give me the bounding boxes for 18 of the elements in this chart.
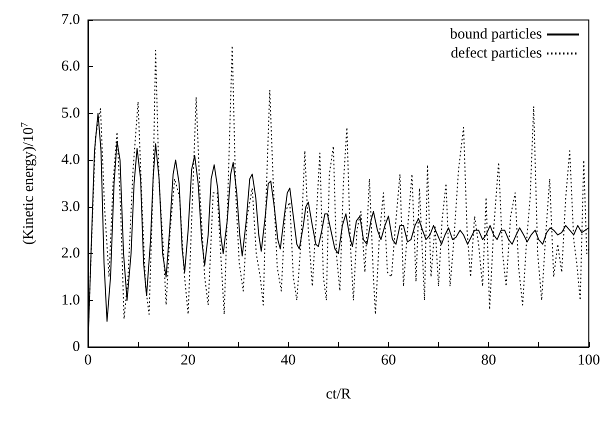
y-tick-label: 4.0: [61, 152, 80, 168]
y-tick-label: 5.0: [61, 105, 80, 122]
x-axis-title: ct/R: [326, 386, 351, 402]
y-tick-label: 2.0: [61, 246, 80, 262]
legend-label: defect particles: [450, 46, 542, 62]
y-tick-label: 0: [72, 339, 80, 355]
x-tick-label: 20: [180, 352, 196, 368]
y-tick-label: 1.0: [61, 292, 80, 308]
y-tick-label: 3.0: [61, 198, 80, 215]
y-tick-label: 7.0: [61, 12, 80, 28]
x-tick-label: 100: [578, 352, 600, 368]
x-tick-label: 40: [280, 352, 296, 368]
x-tick-label: 80: [481, 352, 496, 368]
legend-label: bound particles: [450, 26, 542, 42]
x-tick-label: 0: [84, 352, 92, 368]
y-axis-title: (Kinetic energy)/107: [20, 122, 37, 245]
y-tick-label: 6.0: [61, 58, 80, 75]
x-tick-label: 60: [380, 352, 396, 368]
